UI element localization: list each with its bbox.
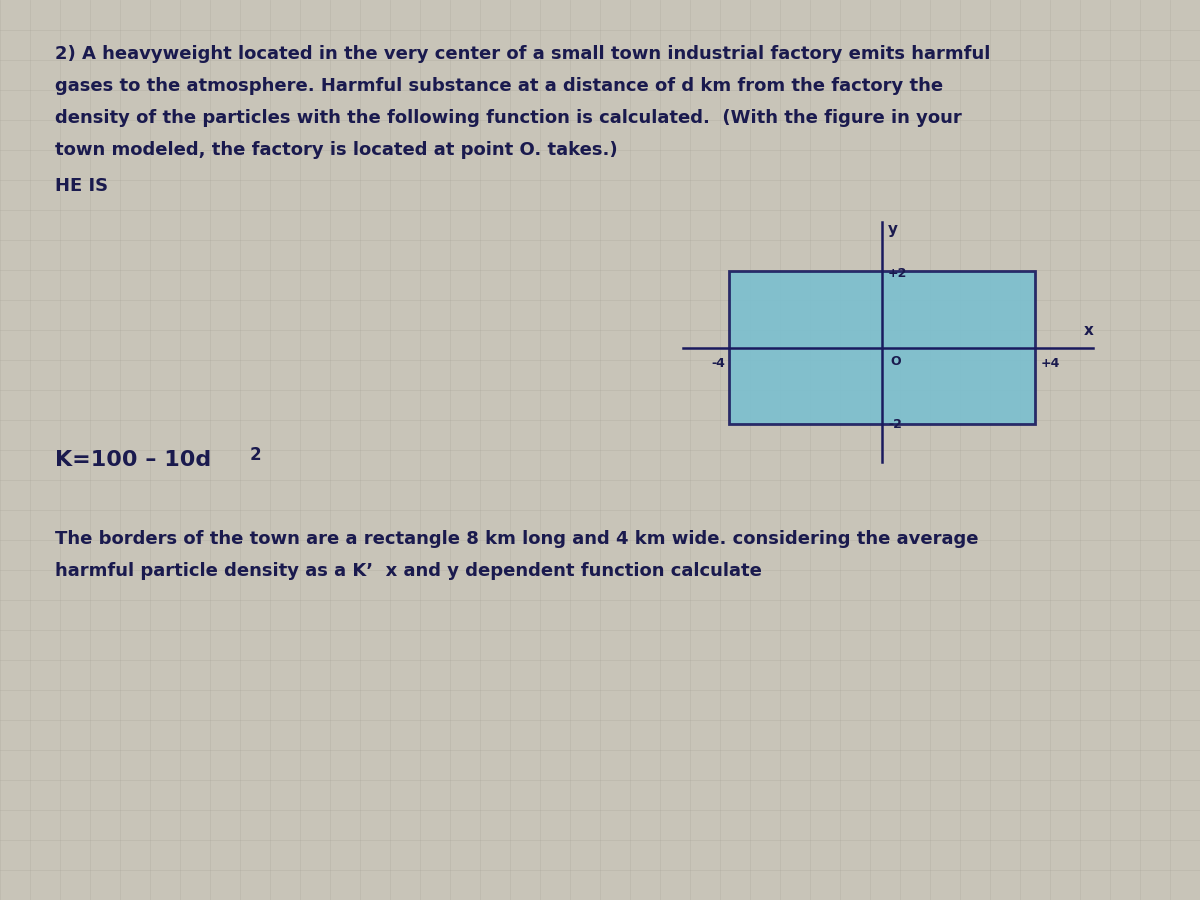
Text: density of the particles with the following function is calculated.  (With the f: density of the particles with the follow… (55, 109, 961, 127)
Text: O: O (890, 356, 900, 368)
Text: K=100 – 10d: K=100 – 10d (55, 450, 211, 470)
Text: gases to the atmosphere. Harmful substance at a distance of d km from the factor: gases to the atmosphere. Harmful substan… (55, 77, 943, 95)
Text: town modeled, the factory is located at point O. takes.): town modeled, the factory is located at … (55, 141, 618, 159)
Text: +4: +4 (1040, 357, 1061, 370)
Text: +2: +2 (888, 267, 907, 281)
Text: harmful particle density as a K’  x and y dependent function calculate: harmful particle density as a K’ x and y… (55, 562, 762, 580)
Text: The borders of the town are a rectangle 8 km long and 4 km wide. considering the: The borders of the town are a rectangle … (55, 530, 978, 548)
Text: -4: -4 (712, 357, 726, 370)
Text: y: y (888, 221, 898, 237)
Text: -2: -2 (888, 418, 902, 431)
Text: HE IS: HE IS (55, 177, 108, 195)
Text: 2: 2 (250, 446, 262, 464)
Text: 2) A heavyweight located in the very center of a small town industrial factory e: 2) A heavyweight located in the very cen… (55, 45, 990, 63)
Text: x: x (1084, 323, 1093, 338)
Bar (730, 271, 1036, 424)
